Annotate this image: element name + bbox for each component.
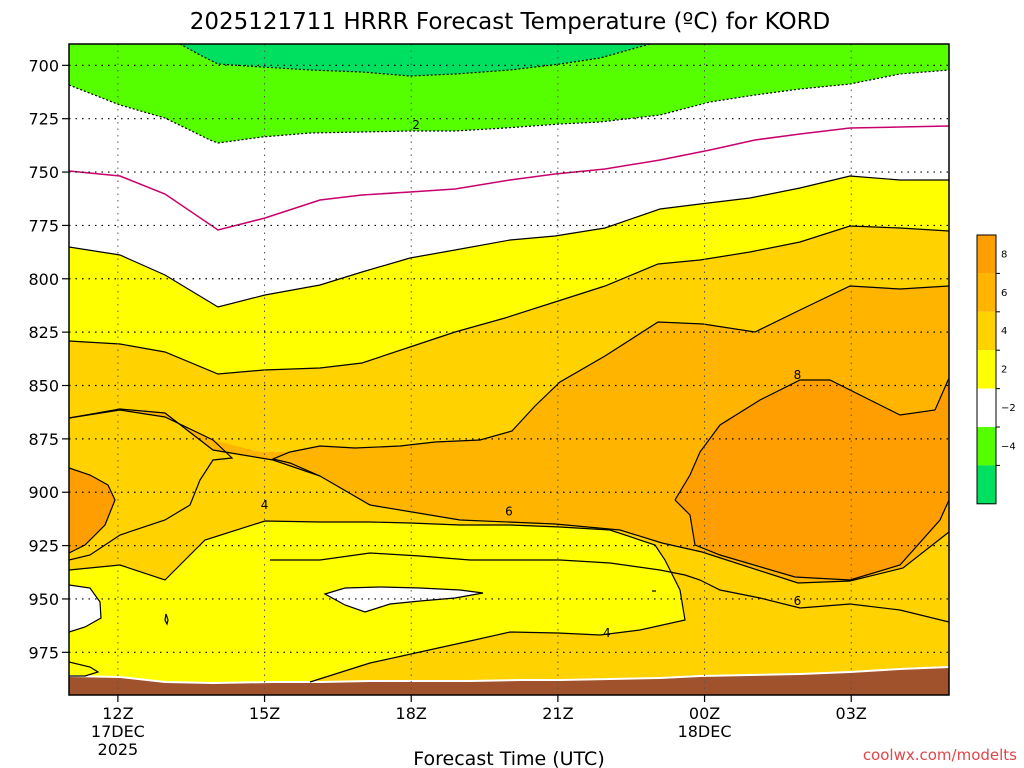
x-tick-time: 03Z [836,704,867,723]
contour-line-pocket-950 [323,586,484,613]
contour-label: 4 [603,626,611,640]
contour-line-minus2-lower [69,69,949,144]
contour-line-4-lower [69,520,686,683]
contour-label: 6 [794,594,802,608]
fill-white-pocket-950 [325,587,483,612]
x-tick-time: 18Z [396,704,427,723]
ground-surface-line [69,666,949,685]
colorbar-tick-label: 6 [1001,288,1007,299]
contour-line-small-blob [164,613,169,626]
fill-green [69,44,949,143]
y-tick-label: 900 [28,483,59,502]
fill-dark-orange-right [675,378,949,580]
contour-line-8-left [69,467,116,554]
contour-label: 8 [794,368,802,382]
colorbar-segment [977,273,996,312]
y-tick-label: 850 [28,377,59,396]
y-tick-label: 725 [28,110,59,129]
colorbar-frame [976,234,997,505]
x-tick-date: 17DEC [91,722,145,741]
x-tick-time: 12Z [102,704,133,723]
y-tick-label: 975 [28,643,59,662]
colorbar-segment [977,427,996,466]
y-tick-label: 825 [28,323,59,342]
x-tick-year: 2025 [98,740,139,759]
contour-line-6-upper [69,408,949,584]
contour-line-surface-left [69,661,100,677]
colorbar-tick-label: 8 [1001,249,1007,260]
colorbar-segment [977,235,996,274]
contour-line-minus2-upper [179,44,651,77]
contour-lines [69,44,949,683]
fill-dark-orange-left [69,468,115,553]
contour-labels: 2 4 6 8 6 4 [261,118,802,640]
fill-white-pocket-left [69,585,101,632]
y-tick-label: 925 [28,537,59,556]
colorbar-segment [977,311,996,351]
contour-label: 4 [261,498,269,512]
colorbar-tick-label: 4 [1001,326,1007,337]
colorbar-tick-label: −2 [1001,403,1016,414]
contour-line-6-tongue [271,285,949,477]
colorbar: 8 6 4 2 −2 −4 [976,234,1016,505]
x-tick-time: 00Z [689,704,720,723]
x-tick-date: 18DEC [678,722,732,741]
y-axis-ticks: 700 725 750 775 800 825 850 875 900 925 950 975 [28,56,69,662]
x-tick-time: 21Z [542,704,573,723]
contour-line-6-lower [270,552,949,623]
contour-line-2 [69,175,949,308]
y-tick-label: 950 [28,590,59,609]
plot-frame [68,43,950,696]
contour-line-4-upper [69,225,949,375]
y-tick-label: 800 [28,270,59,289]
colorbar-segment [977,350,996,389]
gridlines [69,44,949,695]
contour-label: 6 [505,504,513,518]
x-tick-time: 15Z [249,704,280,723]
source-credit: coolwx.com/modelts [863,746,1017,764]
y-tick-label: 750 [28,163,59,182]
colorbar-segment [977,465,996,504]
x-axis-label: Forecast Time (UTC) [413,748,604,768]
contour-fills [69,44,949,695]
contour-line-pocket-left [69,584,102,633]
chart-title: 2025121711 HRRR Forecast Temperature (ºC… [190,9,831,35]
contour-line-6-left-loop [69,409,234,561]
y-tick-label: 775 [28,216,59,235]
fill-dark-green [180,44,650,76]
y-tick-label: 875 [28,430,59,449]
colorbar-tick-label: −4 [1001,441,1016,452]
colorbar-tick-label: 2 [1001,365,1007,376]
colorbar-segment [977,388,996,427]
y-tick-label: 700 [28,56,59,75]
contour-line-0 [69,125,949,231]
contour-line-8-right [674,377,949,581]
contour-label: 2 [412,118,420,132]
